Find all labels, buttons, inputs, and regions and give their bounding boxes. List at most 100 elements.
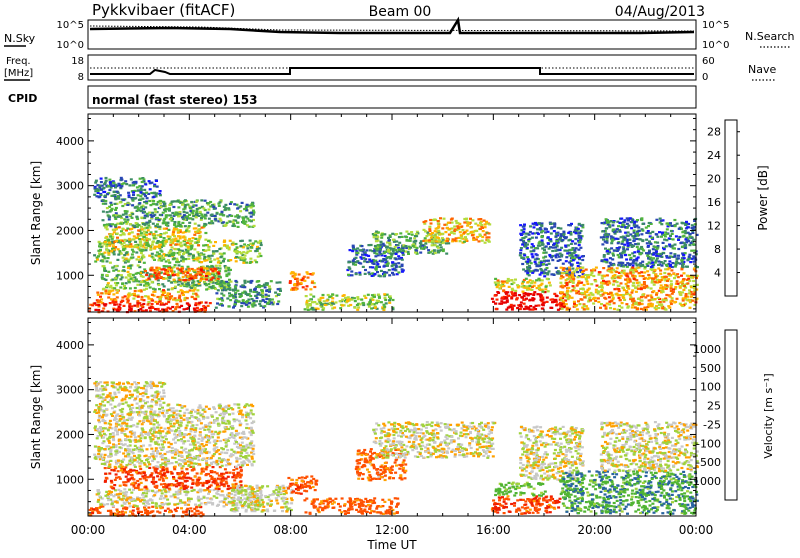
power-cell xyxy=(312,272,315,274)
power-cell xyxy=(236,207,239,209)
power-cell xyxy=(182,236,185,238)
power-cell xyxy=(429,233,432,235)
power-cell xyxy=(307,277,310,279)
power-cell xyxy=(629,294,632,296)
power-cell xyxy=(124,221,127,223)
power-cell xyxy=(133,235,136,237)
power-cell xyxy=(609,292,612,294)
power-cell xyxy=(421,248,424,250)
power-cell xyxy=(436,236,439,238)
power-cell xyxy=(585,291,588,293)
power-cell xyxy=(573,301,576,303)
velocity-cell xyxy=(110,513,113,515)
power-cell xyxy=(112,195,115,197)
power-cell xyxy=(576,271,579,273)
power-cell xyxy=(414,251,417,253)
power-cell xyxy=(150,267,153,269)
power-cell xyxy=(167,268,170,270)
power-cell xyxy=(536,258,539,260)
power-cell xyxy=(173,229,176,231)
power-cell xyxy=(646,295,649,297)
power-cell xyxy=(576,308,579,310)
power-cell xyxy=(623,221,626,223)
power-cell xyxy=(637,288,640,290)
power-cell xyxy=(156,296,159,298)
power-colorbar-label: Power [dB] xyxy=(756,165,770,230)
power-cell xyxy=(165,309,168,311)
power-cell xyxy=(249,289,252,291)
power-cell xyxy=(306,285,309,287)
power-cell xyxy=(565,282,568,284)
power-cell xyxy=(147,301,150,303)
power-cell xyxy=(423,221,426,223)
power-cell xyxy=(268,285,271,287)
power-cell xyxy=(240,245,243,247)
power-cell xyxy=(202,207,205,209)
power-cell xyxy=(609,307,612,309)
power-cell xyxy=(598,286,601,288)
power-cell xyxy=(137,290,140,292)
power-cell xyxy=(202,254,205,256)
power-cell xyxy=(482,230,485,232)
power-cell xyxy=(203,256,206,258)
power-cell xyxy=(105,180,108,182)
power-cell xyxy=(101,274,104,276)
power-cell xyxy=(611,252,614,254)
power-cell xyxy=(266,282,269,284)
power-cell xyxy=(137,190,140,192)
power-cell xyxy=(108,242,111,244)
power-cell xyxy=(655,255,658,257)
power-cell xyxy=(128,233,131,235)
power-cell xyxy=(617,249,620,251)
power-cell xyxy=(606,303,609,305)
power-cell xyxy=(112,293,115,295)
power-cell xyxy=(109,302,112,304)
power-cell xyxy=(384,297,387,299)
power-cell xyxy=(182,279,185,281)
power-cell xyxy=(437,223,440,225)
power-cell xyxy=(357,298,360,300)
power-cell xyxy=(219,253,222,255)
power-cell xyxy=(590,283,593,285)
power-cell xyxy=(165,232,168,234)
power-cell xyxy=(111,223,114,225)
power-cell xyxy=(629,263,632,265)
power-cell xyxy=(387,240,390,242)
power-cell xyxy=(157,240,160,242)
power-cell xyxy=(654,269,657,271)
power-cell xyxy=(239,240,242,242)
power-cell xyxy=(96,259,99,261)
power-cell xyxy=(127,267,130,269)
power-cell xyxy=(190,240,193,242)
power-cell xyxy=(240,305,243,307)
power-cell xyxy=(437,220,440,222)
power-cell xyxy=(106,285,109,287)
power-cell xyxy=(144,183,147,185)
power-cell xyxy=(375,269,378,271)
power-cell xyxy=(641,240,644,242)
power-cell xyxy=(121,228,124,230)
power-cell xyxy=(251,304,254,306)
power-cell xyxy=(207,272,210,274)
power-cell xyxy=(146,213,149,215)
power-cell xyxy=(546,267,549,269)
power-cell xyxy=(126,298,129,300)
power-cell xyxy=(112,300,115,302)
power-cell xyxy=(488,223,491,225)
power-cell xyxy=(370,244,373,246)
power-cell xyxy=(657,267,660,269)
power-cell xyxy=(551,250,554,252)
power-cell xyxy=(592,302,595,304)
power-cell xyxy=(428,228,431,230)
power-cell xyxy=(570,254,573,256)
nsearch-label: N.Search xyxy=(745,30,795,43)
power-cell xyxy=(127,219,130,221)
power-data-cells xyxy=(88,177,699,314)
power-cell xyxy=(650,266,653,268)
power-cell xyxy=(541,304,544,306)
power-cell xyxy=(586,283,589,285)
power-cell xyxy=(261,296,264,298)
power-cell xyxy=(672,238,675,240)
power-cell xyxy=(576,285,579,287)
